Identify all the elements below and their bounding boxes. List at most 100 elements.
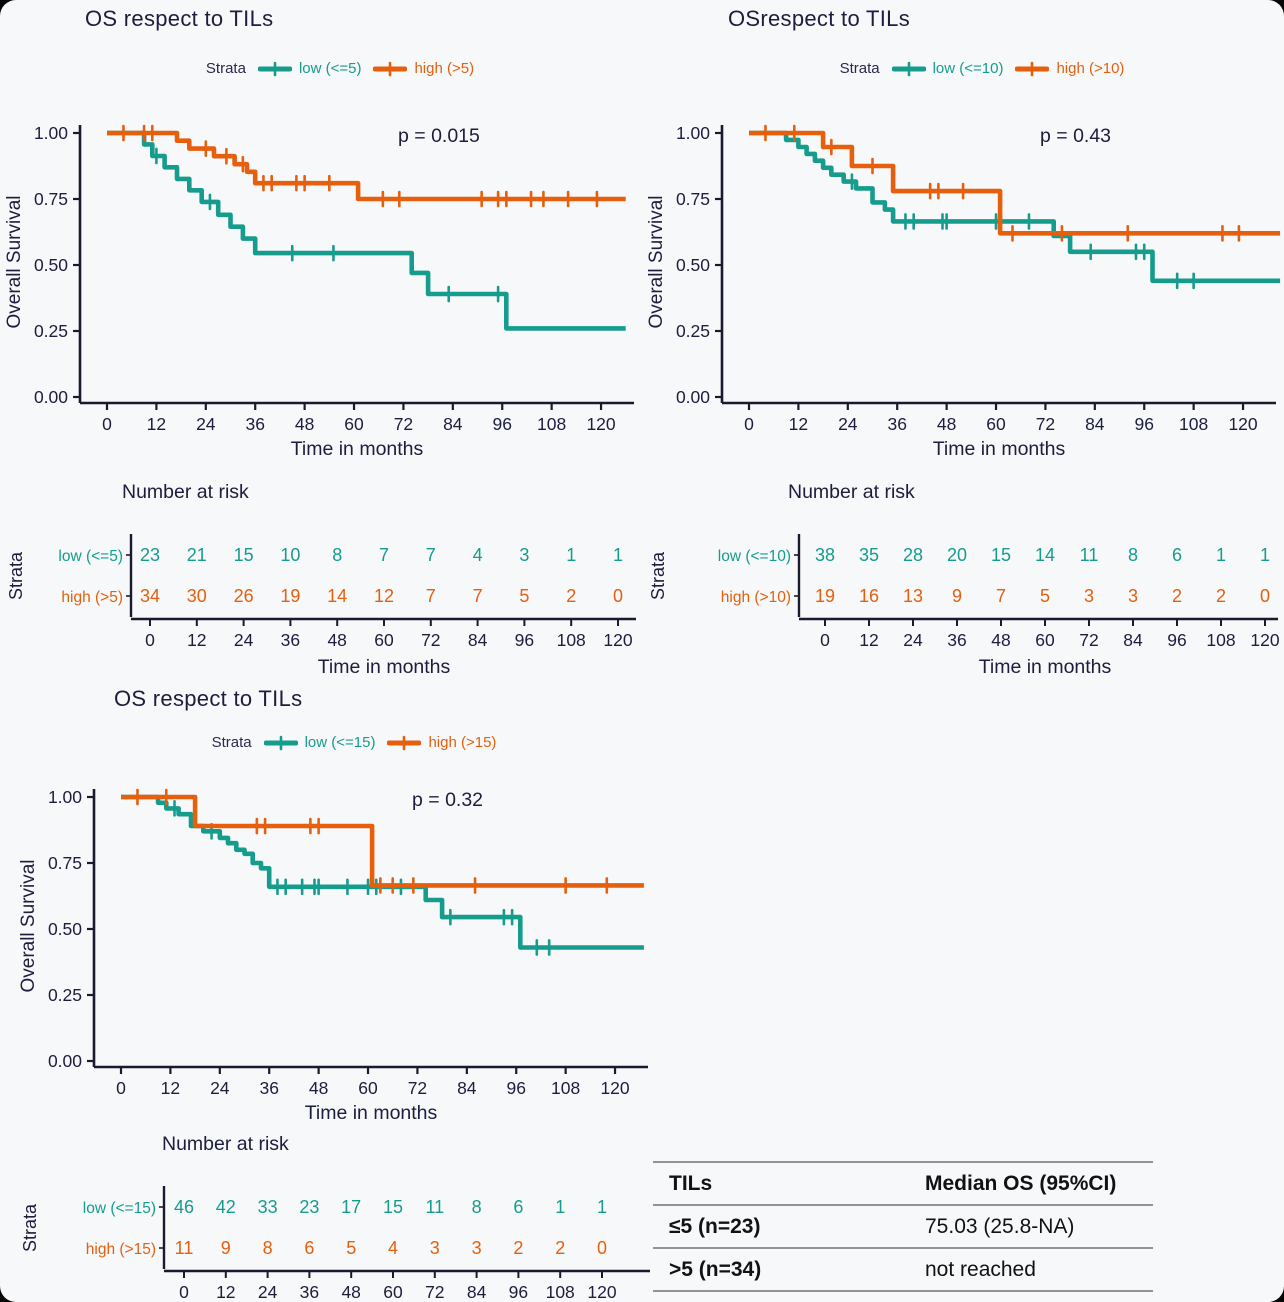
x-tick-label: 60 [358,1078,378,1098]
y-tick-label: 0.50 [34,255,68,275]
legend-label: low (<=5) [298,60,362,77]
km-line-censor-glyph [257,61,292,76]
risk-count: 17 [341,1197,361,1217]
strata-legend: Strata low (<=5) high (>5) [60,60,620,77]
risk-count: 0 [597,1238,607,1258]
legend-title: Strata [205,60,246,77]
risk-count: 6 [1172,545,1182,565]
x-tick-label: 36 [259,1078,278,1098]
summary-row-high-value: not reached [925,1257,1036,1281]
risk-row-counts-high: 34 30 26 19 14 12 7 7 5 2 0 [140,586,623,606]
risk-count: 34 [140,586,160,606]
risk-count: 1 [1260,545,1270,565]
x-tick-label: 24 [838,414,858,434]
risk-x-tick-label: 36 [300,1282,319,1302]
x-tick-label: 84 [1085,414,1105,434]
risk-count: 5 [346,1238,356,1258]
censor-marks-high [136,788,609,894]
risk-count: 3 [430,1238,440,1258]
risk-row-label-low: low (<=10) [718,548,791,565]
y-tick-label: 0.00 [676,387,710,407]
risk-x-tick-label: 48 [341,1282,360,1302]
risk-count: 19 [815,586,835,606]
risk-x-tick-label: 108 [546,1282,575,1302]
risk-count: 2 [555,1238,565,1258]
y-tick-label: 0.50 [48,919,82,939]
risk-x-tick-label: 120 [603,630,632,650]
risk-count: 1 [566,545,576,565]
risk-count: 14 [327,586,347,606]
legend-item-high: high (>5) [373,60,474,77]
risk-x-tick-label: 120 [1250,630,1279,650]
legend-item-low: low (<=5) [257,60,362,77]
risk-x-tick-label: 48 [991,630,1010,650]
risk-count: 19 [280,586,300,606]
x-tick-label: 84 [457,1078,477,1098]
x-tick-label: 0 [116,1078,126,1098]
risk-count: 21 [187,545,207,565]
risk-x-tick-label: 96 [515,630,534,650]
risk-x-tick-label: 24 [234,630,254,650]
figure-title: OS respect to TILs [114,686,303,711]
risk-count: 6 [304,1238,314,1258]
risk-x-tick-label: 108 [1206,630,1235,650]
legend-label: high (>5) [414,60,475,77]
risk-x-tick-label: 60 [374,630,394,650]
y-tick-label: 0.75 [48,853,82,873]
x-tick-label: 60 [344,414,364,434]
km-line-censor-glyph [387,735,422,750]
x-tick-label: 96 [492,414,511,434]
risk-x-tick-label: 0 [820,630,830,650]
risk-x-tick-label: 36 [281,630,300,650]
x-tick-label: 12 [789,414,808,434]
km-curve-low [121,794,644,950]
risk-row-counts-low: 46 42 33 23 17 15 11 8 6 1 1 [174,1197,607,1217]
y-tick-label: 0.75 [34,189,68,209]
summary-row-low-group: ≤5 (n=23) [669,1214,761,1238]
x-axis-title: Time in months [291,438,424,460]
legend-item-low: low (<=10) [891,60,1003,77]
risk-count: 33 [258,1197,278,1217]
km-plot: 1.00 0.75 0.50 0.25 0.00 0 12 24 36 48 60 72 84 96 108… [34,123,634,460]
km-curve-low [107,130,626,331]
x-tick-label: 0 [744,414,754,434]
risk-count: 5 [1040,586,1050,606]
risk-count: 1 [555,1197,565,1217]
risk-count: 1 [1216,545,1226,565]
summary-row-low-value: 75.03 (25.8-NA) [925,1214,1075,1238]
risk-count: 7 [473,586,483,606]
risk-count: 0 [1260,586,1270,606]
risk-table-title: Number at risk [122,481,249,503]
y-tick-label: 0.25 [676,321,710,341]
risk-count: 11 [1080,545,1099,565]
risk-x-tick-label: 72 [1079,630,1098,650]
y-tick-label: 1.00 [676,123,710,143]
risk-x-tick-label: 0 [179,1282,189,1302]
risk-count: 11 [425,1197,444,1217]
risk-count: 42 [216,1197,236,1217]
risk-x-tick-label: 48 [327,630,346,650]
km-curve-high [107,130,626,202]
risk-x-tick-label: 24 [903,630,923,650]
risk-count: 12 [374,586,394,606]
risk-count: 11 [175,1238,194,1258]
x-tick-label: 72 [394,414,413,434]
risk-count: 3 [1128,586,1138,606]
x-tick-label: 36 [887,414,906,434]
risk-x-tick-label: 120 [587,1282,616,1302]
risk-row-counts-high: 19 16 13 9 7 5 3 3 2 2 0 [815,586,1270,606]
risk-x-tick-label: 84 [468,630,488,650]
km-curve-low [749,130,1281,284]
risk-count: 15 [383,1197,403,1217]
risk-count: 16 [859,586,879,606]
risk-row-label-high: high (>10) [721,589,791,606]
risk-count: 2 [566,586,576,606]
km-line-censor-glyph [891,61,926,76]
y-tick-label: 0.00 [34,387,68,407]
p-value-label: p = 0.43 [1040,125,1111,147]
risk-row-label-low: low (<=15) [83,1200,156,1217]
risk-count: 0 [613,586,623,606]
legend-label: high (>10) [1056,60,1125,77]
summary-header-row: TILs Median OS (95%CI) [653,1161,1153,1204]
km-figure-1: OS respect to TILs Strata low (<=5) high (>… [0,0,660,678]
